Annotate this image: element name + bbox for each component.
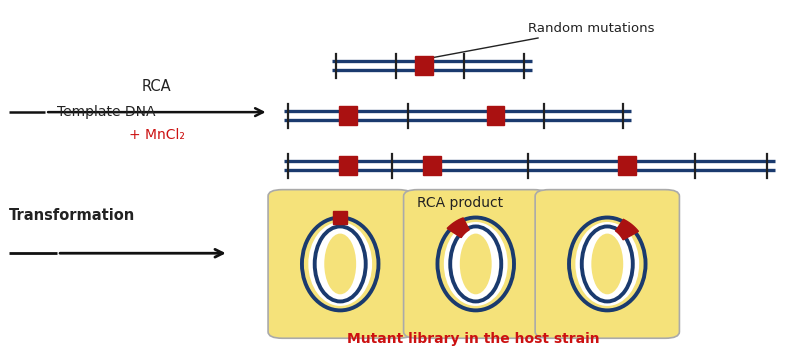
FancyBboxPatch shape <box>268 190 412 338</box>
Ellipse shape <box>324 234 356 294</box>
Ellipse shape <box>444 222 508 306</box>
Text: Transformation: Transformation <box>10 208 136 223</box>
Ellipse shape <box>308 222 372 306</box>
Bar <box>618 157 636 175</box>
Text: RCA: RCA <box>142 79 172 94</box>
Bar <box>423 157 441 175</box>
Bar <box>415 57 433 75</box>
Text: Random mutations: Random mutations <box>426 22 654 59</box>
Bar <box>339 157 357 175</box>
FancyBboxPatch shape <box>403 190 548 338</box>
Text: + MnCl₂: + MnCl₂ <box>129 128 185 142</box>
Ellipse shape <box>460 234 492 294</box>
Bar <box>487 107 505 125</box>
Ellipse shape <box>575 222 639 306</box>
Text: Template DNA: Template DNA <box>57 105 156 119</box>
Bar <box>339 107 357 125</box>
FancyBboxPatch shape <box>535 190 679 338</box>
Text: RCA product: RCA product <box>417 196 503 210</box>
Text: Mutant library in the host strain: Mutant library in the host strain <box>347 332 600 346</box>
Bar <box>333 211 347 224</box>
Polygon shape <box>447 218 470 238</box>
Polygon shape <box>615 219 638 240</box>
Ellipse shape <box>591 234 623 294</box>
